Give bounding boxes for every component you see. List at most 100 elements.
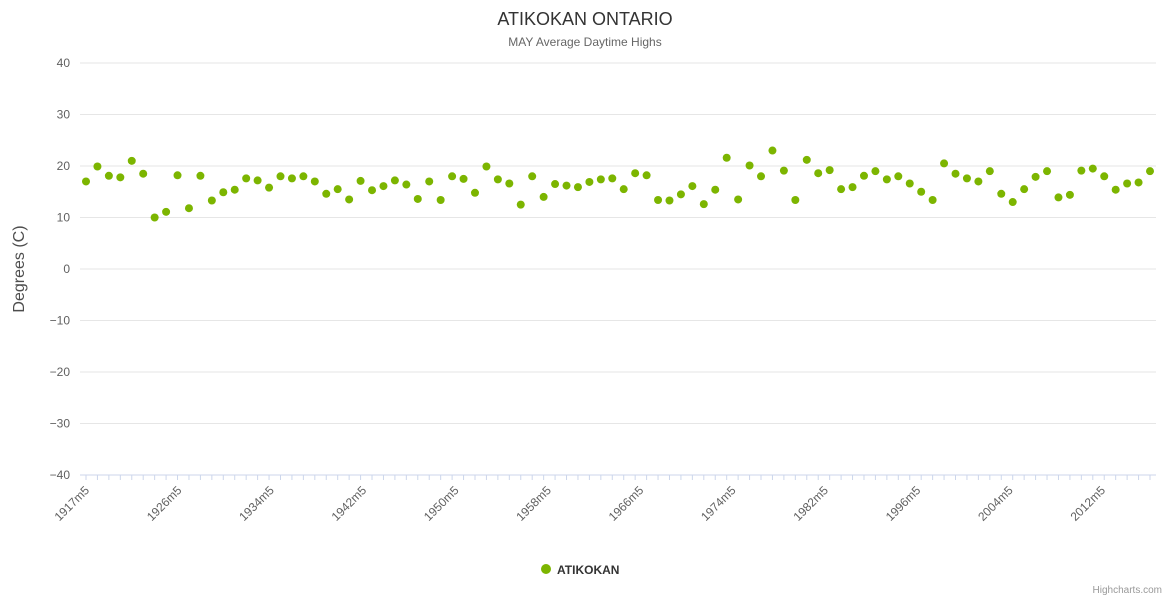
data-point[interactable] xyxy=(654,195,663,204)
data-point[interactable] xyxy=(768,146,777,155)
data-point[interactable] xyxy=(1088,164,1097,173)
legend-item-atikokan[interactable]: ATIKOKAN xyxy=(541,563,619,577)
data-point[interactable] xyxy=(162,207,171,216)
data-point[interactable] xyxy=(1020,185,1029,194)
data-point[interactable] xyxy=(207,196,216,205)
y-axis-label: 10 xyxy=(57,211,71,225)
data-point[interactable] xyxy=(470,188,479,197)
data-point[interactable] xyxy=(665,196,674,205)
data-point[interactable] xyxy=(814,169,823,178)
gridlines xyxy=(80,62,1156,476)
data-point[interactable] xyxy=(482,162,491,171)
data-point[interactable] xyxy=(379,182,388,191)
data-point[interactable] xyxy=(150,213,159,222)
data-point[interactable] xyxy=(1043,167,1052,176)
data-point[interactable] xyxy=(585,177,594,186)
data-point[interactable] xyxy=(196,171,205,180)
data-point[interactable] xyxy=(802,155,811,164)
data-point[interactable] xyxy=(848,183,857,192)
data-point[interactable] xyxy=(917,187,926,196)
data-point[interactable] xyxy=(1077,166,1086,175)
data-point[interactable] xyxy=(631,169,640,178)
data-point[interactable] xyxy=(93,162,102,171)
data-point[interactable] xyxy=(871,167,880,176)
data-point[interactable] xyxy=(230,185,239,194)
data-point[interactable] xyxy=(333,185,342,194)
data-point[interactable] xyxy=(528,172,537,181)
data-point[interactable] xyxy=(356,176,365,185)
data-point[interactable] xyxy=(459,174,468,183)
data-point[interactable] xyxy=(905,179,914,188)
data-point[interactable] xyxy=(882,175,891,184)
data-point[interactable] xyxy=(253,176,262,185)
data-point[interactable] xyxy=(390,176,399,185)
data-point[interactable] xyxy=(1065,190,1074,199)
data-point[interactable] xyxy=(940,159,949,168)
data-point[interactable] xyxy=(962,174,971,183)
data-point[interactable] xyxy=(722,153,731,162)
data-point[interactable] xyxy=(1008,198,1017,207)
data-point[interactable] xyxy=(985,167,994,176)
credits-link[interactable]: Highcharts.com xyxy=(1093,585,1162,596)
data-point[interactable] xyxy=(619,185,628,194)
data-point[interactable] xyxy=(139,169,148,178)
data-point[interactable] xyxy=(1134,178,1143,187)
data-point[interactable] xyxy=(573,183,582,192)
data-point[interactable] xyxy=(402,180,411,189)
data-point[interactable] xyxy=(745,161,754,170)
data-point[interactable] xyxy=(837,185,846,194)
data-point[interactable] xyxy=(413,194,422,203)
data-point[interactable] xyxy=(104,171,113,180)
data-point[interactable] xyxy=(310,177,319,186)
data-point[interactable] xyxy=(894,172,903,181)
data-point[interactable] xyxy=(425,177,434,186)
data-point[interactable] xyxy=(859,171,868,180)
data-point[interactable] xyxy=(688,182,697,191)
data-point[interactable] xyxy=(779,166,788,175)
data-point[interactable] xyxy=(173,171,182,180)
data-point[interactable] xyxy=(116,173,125,182)
data-point[interactable] xyxy=(242,174,251,183)
data-point[interactable] xyxy=(974,177,983,186)
data-point[interactable] xyxy=(1146,167,1154,176)
data-point[interactable] xyxy=(551,180,560,189)
data-point[interactable] xyxy=(436,195,445,204)
data-point[interactable] xyxy=(127,156,136,165)
data-point[interactable] xyxy=(791,195,800,204)
data-point[interactable] xyxy=(345,195,354,204)
data-point[interactable] xyxy=(642,171,651,180)
data-point[interactable] xyxy=(1123,179,1132,188)
data-point[interactable] xyxy=(928,195,937,204)
data-point[interactable] xyxy=(1031,172,1040,181)
data-point[interactable] xyxy=(276,172,285,181)
data-point[interactable] xyxy=(265,183,274,192)
data-point[interactable] xyxy=(699,200,708,209)
data-point[interactable] xyxy=(825,166,834,175)
data-point[interactable] xyxy=(287,174,296,183)
y-axis-labels: −40 −30 −20 −10 0 10 20 30 40 xyxy=(50,56,71,482)
data-point[interactable] xyxy=(322,189,331,198)
data-point[interactable] xyxy=(516,200,525,209)
data-point[interactable] xyxy=(1100,172,1109,181)
data-point[interactable] xyxy=(997,189,1006,198)
data-point[interactable] xyxy=(1111,185,1120,194)
x-axis-label: 2004m5 xyxy=(975,483,1016,524)
data-point[interactable] xyxy=(493,175,502,184)
data-point[interactable] xyxy=(951,169,960,178)
data-point[interactable] xyxy=(82,177,90,186)
data-point[interactable] xyxy=(596,175,605,184)
data-point[interactable] xyxy=(184,204,193,213)
data-point[interactable] xyxy=(608,174,617,183)
data-point[interactable] xyxy=(757,172,766,181)
data-point[interactable] xyxy=(219,188,228,197)
data-point[interactable] xyxy=(368,186,377,195)
data-point[interactable] xyxy=(562,181,571,190)
data-point[interactable] xyxy=(539,192,548,201)
data-point[interactable] xyxy=(676,190,685,199)
data-point[interactable] xyxy=(505,179,514,188)
data-point[interactable] xyxy=(734,195,743,204)
data-point[interactable] xyxy=(448,172,457,181)
data-point[interactable] xyxy=(299,172,308,181)
data-point[interactable] xyxy=(711,185,720,194)
data-point[interactable] xyxy=(1054,193,1063,202)
